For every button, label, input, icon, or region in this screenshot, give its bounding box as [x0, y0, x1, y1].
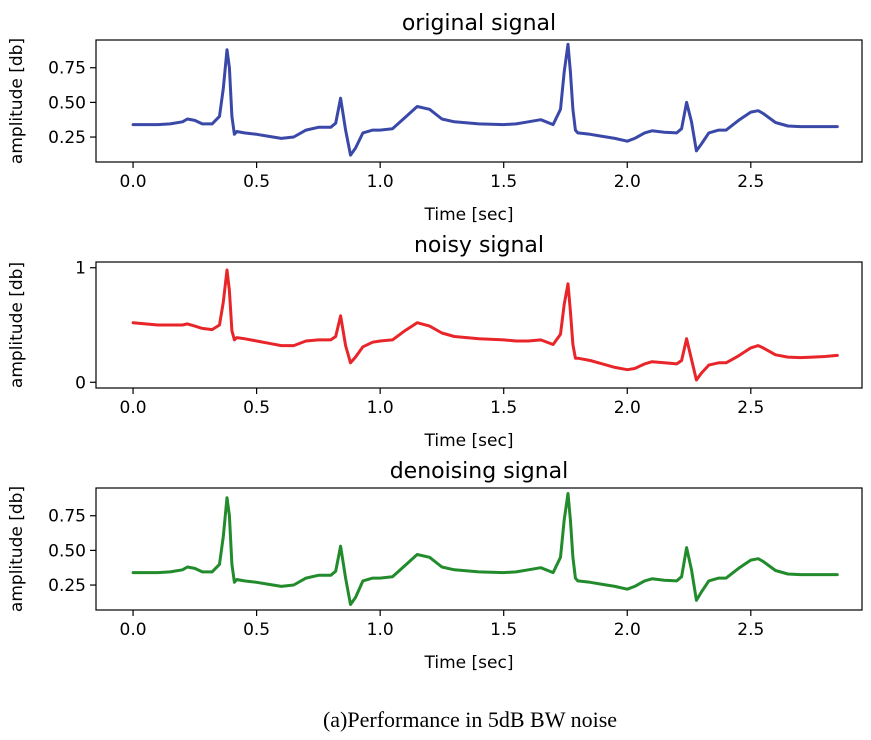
x-tick-label: 0.0	[120, 620, 147, 640]
y-axis-label: amplitude [db]	[7, 262, 27, 388]
x-tick-label: 2.0	[614, 398, 641, 418]
x-axis-label: Time [sec]	[424, 205, 514, 225]
x-axis-label: Time [sec]	[424, 653, 514, 673]
y-tick-label: 0.25	[48, 576, 86, 596]
plot-title: original signal	[402, 11, 556, 36]
y-tick-label: 0	[75, 373, 86, 393]
x-tick-label: 1.0	[367, 172, 394, 192]
x-tick-label: 0.5	[243, 398, 270, 418]
subplot-1: original signal 0.0 0.5 1.0 1.5 2.0 2.5 0.25 0.5…	[7, 11, 863, 225]
y-tick-label: 0.75	[48, 507, 86, 527]
subplot-2: noisy signal 0.0 0.5 1.0 1.5 2.0 2.5 0 1 Time [se…	[7, 233, 863, 451]
signal-trace-line	[131, 492, 839, 606]
signal-trace-line	[131, 42, 839, 157]
axes-frame	[95, 261, 863, 389]
axes-frame	[95, 39, 863, 163]
x-tick-label: 1.5	[490, 398, 517, 418]
y-tick-label: 1	[75, 259, 86, 279]
y-axis-label: amplitude [db]	[7, 38, 27, 164]
subplot-3: denoising signal 0.0 0.5 1.0 1.5 2.0 2.5 0.25 0.…	[7, 459, 863, 673]
x-tick-label: 2.0	[614, 620, 641, 640]
x-tick-label: 2.5	[737, 620, 764, 640]
signal-trace-line	[131, 268, 839, 382]
plot-title: noisy signal	[414, 233, 544, 258]
x-tick-label: 0.5	[243, 172, 270, 192]
x-tick-label: 1.0	[367, 620, 394, 640]
x-tick-label: 1.5	[490, 172, 517, 192]
x-tick-label: 0.5	[243, 620, 270, 640]
plot-title: denoising signal	[390, 459, 569, 484]
x-tick-label: 2.5	[737, 398, 764, 418]
y-tick-label: 0.50	[48, 541, 86, 561]
figure-caption: (a)Performance in 5dB BW noise	[323, 707, 617, 732]
y-axis-label: amplitude [db]	[7, 486, 27, 612]
axes-frame	[95, 487, 863, 611]
x-tick-label: 0.0	[120, 172, 147, 192]
y-tick-label: 0.25	[48, 128, 86, 148]
y-tick-label: 0.50	[48, 93, 86, 113]
y-tick-label: 0.75	[48, 59, 86, 79]
x-tick-label: 1.0	[367, 398, 394, 418]
x-tick-label: 1.5	[490, 620, 517, 640]
x-tick-label: 2.5	[737, 172, 764, 192]
x-tick-label: 0.0	[120, 398, 147, 418]
x-tick-label: 2.0	[614, 172, 641, 192]
x-axis-label: Time [sec]	[424, 431, 514, 451]
